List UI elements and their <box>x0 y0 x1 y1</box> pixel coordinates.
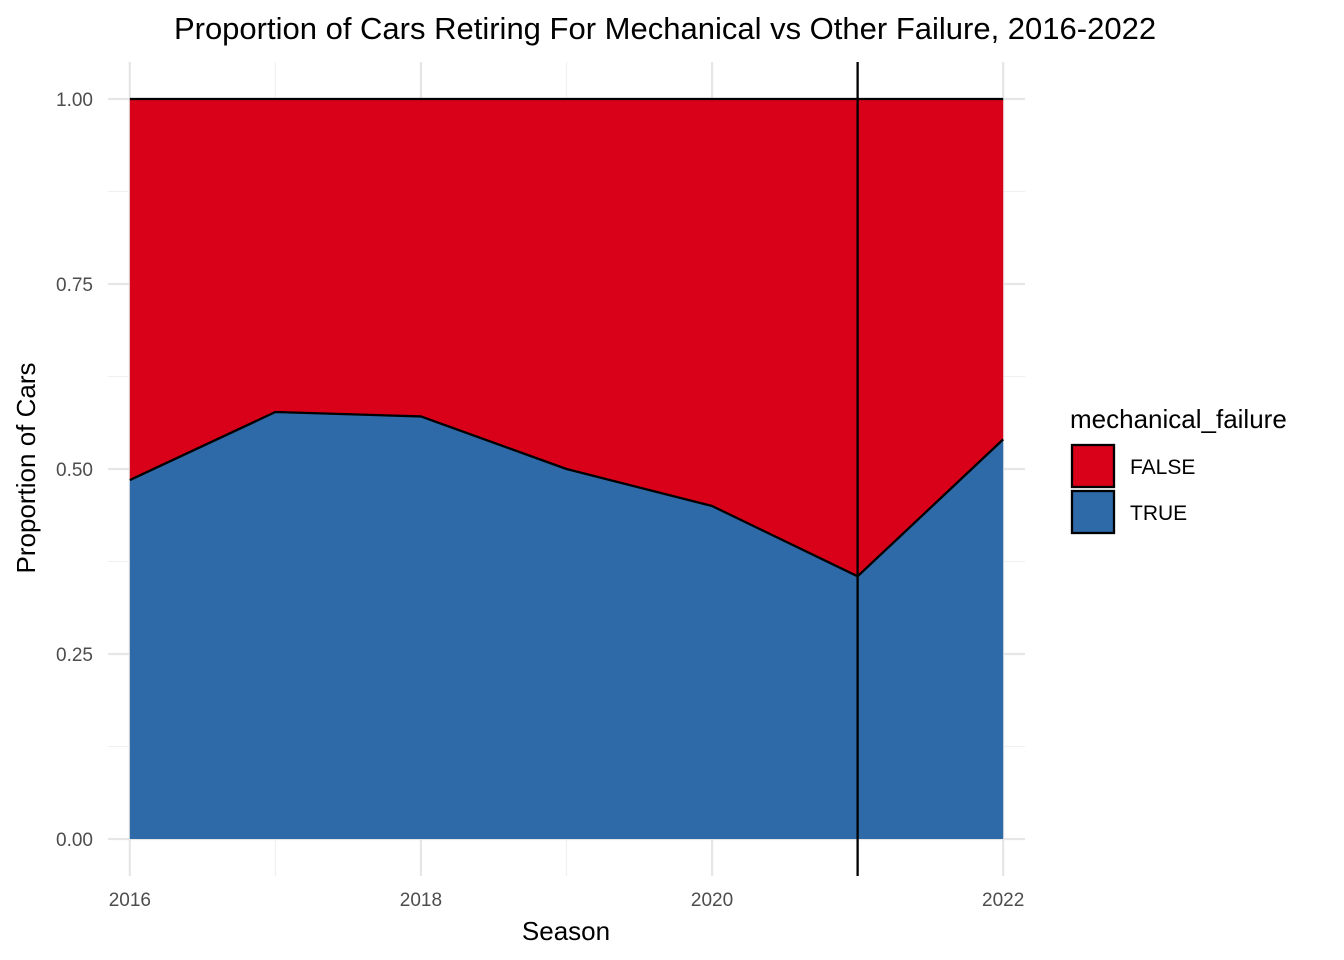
y-tick-label: 0.50 <box>56 460 93 481</box>
area-false <box>129 99 1004 577</box>
y-tick-label: 0.25 <box>56 645 93 666</box>
x-tick-label: 2016 <box>109 890 151 911</box>
legend-entries: FALSE TRUE <box>1070 443 1195 535</box>
x-tick-label: 2022 <box>982 890 1024 911</box>
y-axis-ticks: 0.00 0.25 0.50 0.75 1.00 <box>56 90 93 851</box>
y-tick-label: 0.00 <box>56 830 93 851</box>
y-tick-label: 0.75 <box>56 275 93 296</box>
x-tick-label: 2018 <box>400 890 442 911</box>
area-true <box>129 412 1004 839</box>
y-axis-title: Proportion of Cars <box>11 363 41 574</box>
chart-title: Proportion of Cars Retiring For Mechanic… <box>174 11 1156 46</box>
x-tick-label: 2020 <box>691 890 733 911</box>
area-series <box>129 99 1004 839</box>
legend-label-true: TRUE <box>1130 502 1187 525</box>
legend-title: mechanical_failure <box>1070 404 1287 434</box>
legend-label-false: FALSE <box>1130 456 1195 479</box>
x-axis-title: Season <box>522 916 610 946</box>
y-tick-label: 1.00 <box>56 90 93 111</box>
legend: mechanical_failure FALSE TRUE <box>1070 404 1287 535</box>
legend-swatch-true <box>1070 489 1116 535</box>
x-axis-ticks: 2016 2018 2020 2022 <box>109 890 1025 911</box>
legend-swatch-false <box>1070 443 1116 489</box>
